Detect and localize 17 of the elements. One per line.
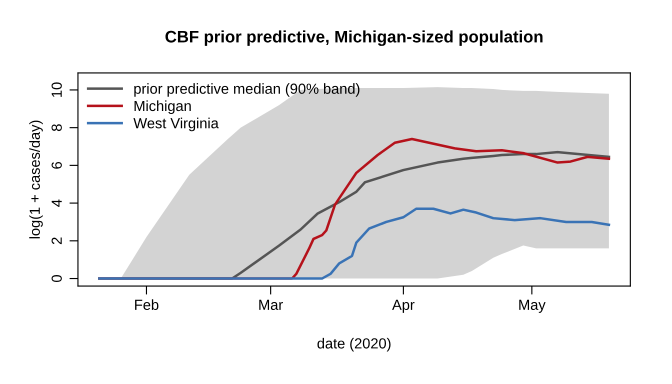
y-tick-label: 2 xyxy=(52,237,62,244)
legend-label: prior predictive median (90% band) xyxy=(134,83,360,97)
legend-label: Michigan xyxy=(134,100,191,114)
x-tick-label: Feb xyxy=(135,299,158,310)
legend-label: West Virginia xyxy=(133,118,219,132)
y-tick-label: 10 xyxy=(52,82,62,97)
y-tick-label: 6 xyxy=(52,162,62,169)
x-tick-label: Mar xyxy=(259,300,283,310)
x-axis-title: date (2020) xyxy=(317,338,391,352)
y-tick-label: 4 xyxy=(52,199,62,207)
x-tick-label: Apr xyxy=(392,300,414,313)
y-axis-title: log(1 + cases/day) xyxy=(29,120,43,238)
y-tick-label: 8 xyxy=(52,124,62,132)
line-series xyxy=(98,208,610,280)
x-tick-label: May xyxy=(519,300,546,313)
chart-title: CBF prior predictive, Michigan-sized population xyxy=(165,30,542,46)
y-tick-label: 0 xyxy=(52,275,62,282)
